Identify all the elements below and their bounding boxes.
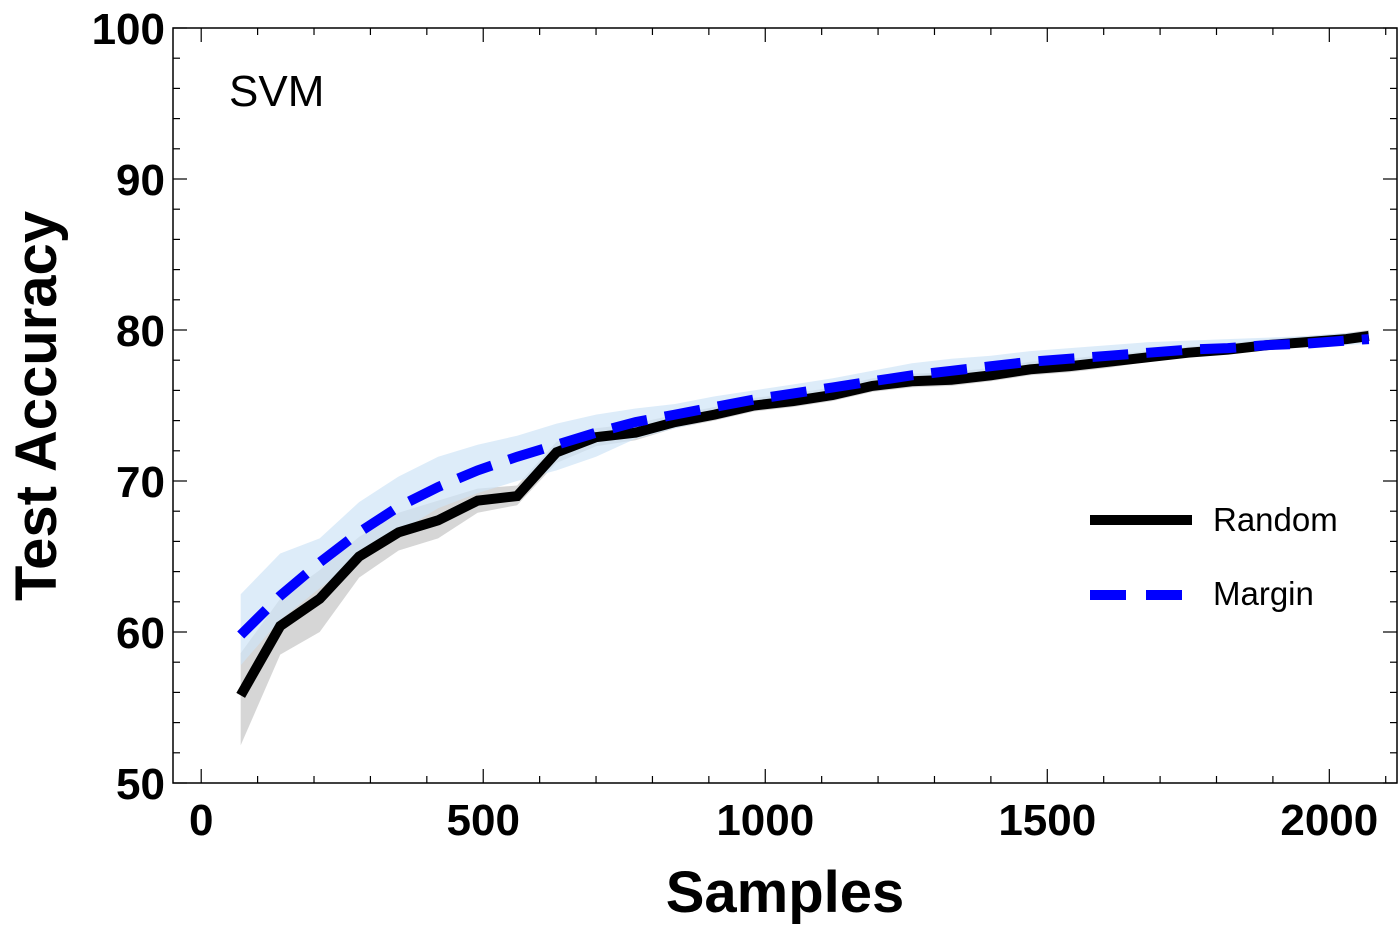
x-tick-label: 2000 bbox=[1280, 796, 1378, 845]
y-tick-label: 80 bbox=[116, 307, 165, 356]
x-tick-label: 1500 bbox=[998, 796, 1096, 845]
series-lines bbox=[236, 331, 1370, 698]
x-axis-title: Samples bbox=[666, 860, 905, 925]
panel-label: SVM bbox=[229, 67, 324, 116]
y-tick-label: 100 bbox=[92, 5, 165, 54]
legend: Random Margin bbox=[1090, 501, 1338, 612]
y-tick-label: 50 bbox=[116, 760, 165, 809]
tick-labels: 0 500 1000 1500 2000 50 60 70 80 90 100 bbox=[92, 5, 1379, 845]
plot-frame bbox=[172, 27, 1398, 784]
y-tick-label: 70 bbox=[116, 458, 165, 507]
y-axis-title: Test Accuracy bbox=[4, 211, 69, 601]
x-tick-label: 1000 bbox=[716, 796, 814, 845]
line-margin bbox=[237, 334, 1370, 639]
y-tick-label: 90 bbox=[116, 156, 165, 205]
y-tick-label: 60 bbox=[116, 609, 165, 658]
line-random bbox=[236, 331, 1370, 698]
x-tick-label: 0 bbox=[189, 796, 213, 845]
legend-label-margin: Margin bbox=[1213, 575, 1314, 612]
x-tick-label: 500 bbox=[447, 796, 520, 845]
legend-label-random: Random bbox=[1213, 501, 1338, 538]
